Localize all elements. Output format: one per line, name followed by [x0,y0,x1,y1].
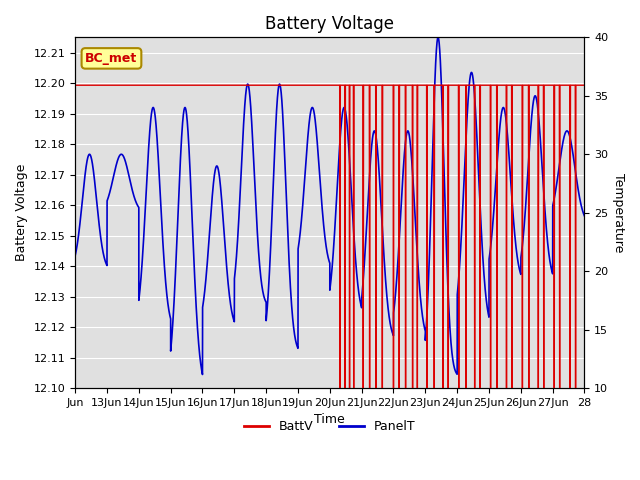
Y-axis label: Temperature: Temperature [612,173,625,252]
Legend: BattV, PanelT: BattV, PanelT [239,415,420,438]
Title: Battery Voltage: Battery Voltage [266,15,394,33]
Y-axis label: Battery Voltage: Battery Voltage [15,164,28,262]
Text: BC_met: BC_met [85,52,138,65]
X-axis label: Time: Time [314,413,345,426]
